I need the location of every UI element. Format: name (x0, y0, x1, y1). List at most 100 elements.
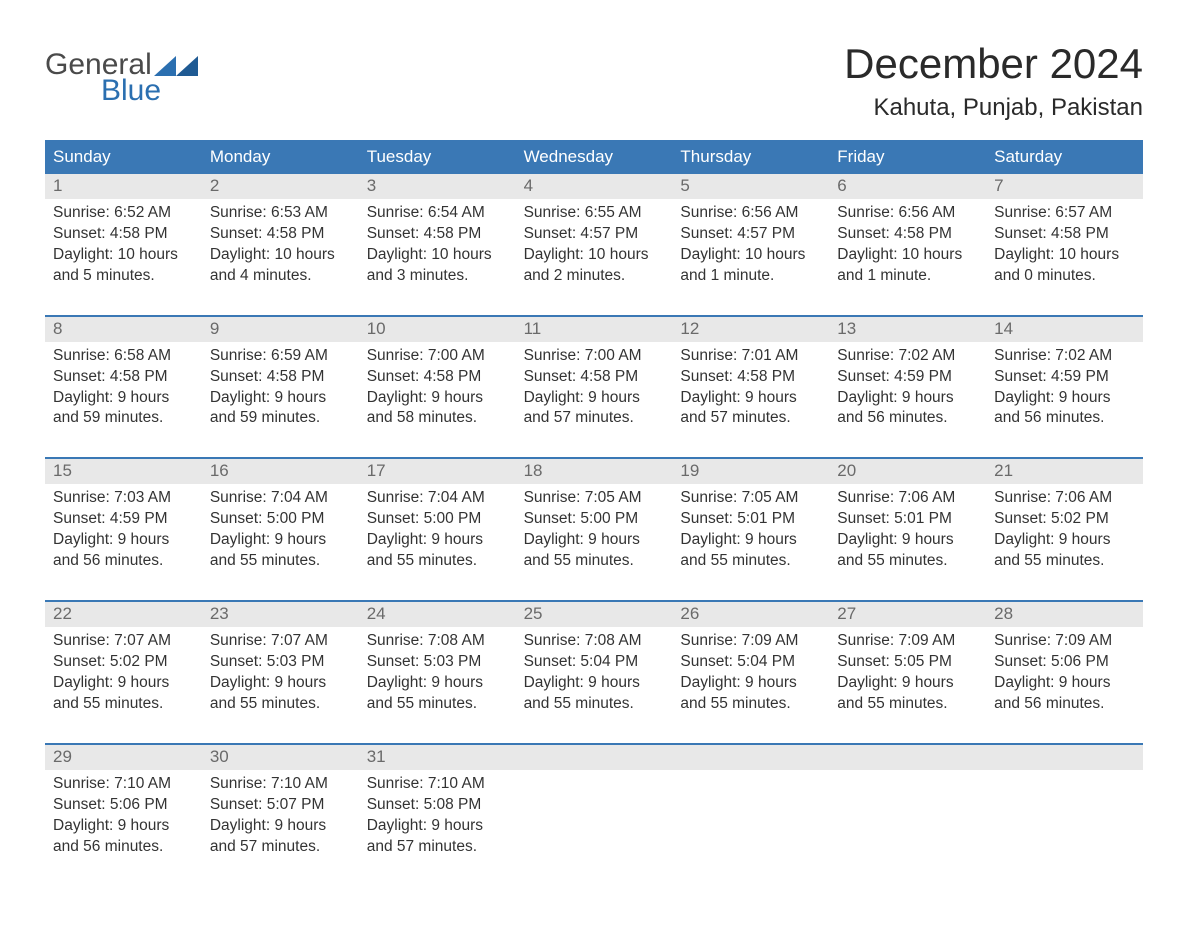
daylight-line-1: Daylight: 9 hours (210, 388, 351, 409)
sunset-line: Sunset: 4:58 PM (367, 367, 508, 388)
sunrise-line: Sunrise: 7:09 AM (994, 631, 1135, 652)
daylight-line-1: Daylight: 9 hours (210, 816, 351, 837)
day-number-row: 1234567 (45, 174, 1143, 199)
calendar-day-cell: Sunrise: 7:10 AMSunset: 5:06 PMDaylight:… (45, 770, 202, 886)
day-number: 26 (672, 602, 829, 627)
daylight-line-1: Daylight: 9 hours (524, 673, 665, 694)
sunrise-line: Sunrise: 7:02 AM (994, 346, 1135, 367)
day-number: 22 (45, 602, 202, 627)
daylight-line-2: and 0 minutes. (994, 266, 1135, 287)
day-number: 13 (829, 317, 986, 342)
day-number: 1 (45, 174, 202, 199)
weekday-header: Sunday (45, 140, 202, 174)
sunrise-line: Sunrise: 7:00 AM (524, 346, 665, 367)
calendar-week: 22232425262728Sunrise: 7:07 AMSunset: 5:… (45, 600, 1143, 743)
daylight-line-2: and 55 minutes. (53, 694, 194, 715)
daylight-line-2: and 56 minutes. (53, 551, 194, 572)
daylight-line-1: Daylight: 10 hours (524, 245, 665, 266)
calendar-day-cell: Sunrise: 7:08 AMSunset: 5:03 PMDaylight:… (359, 627, 516, 743)
day-number: 28 (986, 602, 1143, 627)
day-number: 19 (672, 459, 829, 484)
calendar-day-cell: Sunrise: 7:02 AMSunset: 4:59 PMDaylight:… (829, 342, 986, 458)
sunrise-line: Sunrise: 7:10 AM (53, 774, 194, 795)
daylight-line-1: Daylight: 10 hours (53, 245, 194, 266)
daylight-line-2: and 56 minutes. (994, 408, 1135, 429)
daylight-line-2: and 57 minutes. (524, 408, 665, 429)
daylight-line-2: and 1 minute. (680, 266, 821, 287)
weekday-header-row: SundayMondayTuesdayWednesdayThursdayFrid… (45, 140, 1143, 174)
daylight-line-2: and 55 minutes. (367, 551, 508, 572)
day-number: 29 (45, 745, 202, 770)
daylight-line-2: and 4 minutes. (210, 266, 351, 287)
sunset-line: Sunset: 5:03 PM (367, 652, 508, 673)
calendar-day-cell: Sunrise: 7:07 AMSunset: 5:02 PMDaylight:… (45, 627, 202, 743)
daylight-line-1: Daylight: 9 hours (367, 530, 508, 551)
sunset-line: Sunset: 4:58 PM (53, 224, 194, 245)
calendar-day-cell: Sunrise: 6:56 AMSunset: 4:58 PMDaylight:… (829, 199, 986, 315)
sunset-line: Sunset: 4:59 PM (994, 367, 1135, 388)
sunrise-line: Sunrise: 7:06 AM (994, 488, 1135, 509)
sunrise-line: Sunrise: 7:09 AM (680, 631, 821, 652)
daylight-line-2: and 59 minutes. (53, 408, 194, 429)
daylight-line-2: and 55 minutes. (680, 694, 821, 715)
calendar-day-cell: Sunrise: 7:00 AMSunset: 4:58 PMDaylight:… (516, 342, 673, 458)
calendar-day-cell: Sunrise: 7:05 AMSunset: 5:00 PMDaylight:… (516, 484, 673, 600)
day-number: 8 (45, 317, 202, 342)
day-number: 3 (359, 174, 516, 199)
daylight-line-2: and 55 minutes. (367, 694, 508, 715)
daylight-line-2: and 3 minutes. (367, 266, 508, 287)
calendar-day-cell: Sunrise: 6:57 AMSunset: 4:58 PMDaylight:… (986, 199, 1143, 315)
calendar: SundayMondayTuesdayWednesdayThursdayFrid… (45, 140, 1143, 885)
daylight-line-1: Daylight: 9 hours (210, 673, 351, 694)
daylight-line-1: Daylight: 9 hours (994, 673, 1135, 694)
sunrise-line: Sunrise: 7:01 AM (680, 346, 821, 367)
day-number (986, 745, 1143, 770)
daylight-line-2: and 55 minutes. (524, 551, 665, 572)
sunset-line: Sunset: 4:58 PM (367, 224, 508, 245)
day-number: 24 (359, 602, 516, 627)
daylight-line-2: and 56 minutes. (837, 408, 978, 429)
sunrise-line: Sunrise: 6:55 AM (524, 203, 665, 224)
daylight-line-1: Daylight: 9 hours (837, 673, 978, 694)
day-number: 7 (986, 174, 1143, 199)
calendar-day-cell (672, 770, 829, 886)
sunset-line: Sunset: 5:02 PM (53, 652, 194, 673)
sunset-line: Sunset: 4:58 PM (524, 367, 665, 388)
calendar-week: 293031Sunrise: 7:10 AMSunset: 5:06 PMDay… (45, 743, 1143, 886)
sunset-line: Sunset: 4:58 PM (210, 367, 351, 388)
calendar-day-cell: Sunrise: 7:03 AMSunset: 4:59 PMDaylight:… (45, 484, 202, 600)
day-number: 2 (202, 174, 359, 199)
day-number: 31 (359, 745, 516, 770)
day-number: 6 (829, 174, 986, 199)
weekday-header: Thursday (672, 140, 829, 174)
sunrise-line: Sunrise: 7:00 AM (367, 346, 508, 367)
sunrise-line: Sunrise: 7:02 AM (837, 346, 978, 367)
daylight-line-2: and 2 minutes. (524, 266, 665, 287)
logo-text-blue: Blue (101, 76, 198, 106)
sunrise-line: Sunrise: 7:05 AM (524, 488, 665, 509)
title-block: December 2024 Kahuta, Punjab, Pakistan (844, 40, 1143, 122)
sunrise-line: Sunrise: 7:08 AM (524, 631, 665, 652)
daylight-line-2: and 55 minutes. (837, 694, 978, 715)
calendar-day-cell: Sunrise: 7:00 AMSunset: 4:58 PMDaylight:… (359, 342, 516, 458)
sunset-line: Sunset: 5:03 PM (210, 652, 351, 673)
calendar-day-cell: Sunrise: 7:06 AMSunset: 5:02 PMDaylight:… (986, 484, 1143, 600)
sunrise-line: Sunrise: 6:53 AM (210, 203, 351, 224)
sunset-line: Sunset: 5:01 PM (837, 509, 978, 530)
daylight-line-2: and 5 minutes. (53, 266, 194, 287)
weekday-header: Monday (202, 140, 359, 174)
sunset-line: Sunset: 5:06 PM (53, 795, 194, 816)
day-number: 4 (516, 174, 673, 199)
sunset-line: Sunset: 5:06 PM (994, 652, 1135, 673)
sunrise-line: Sunrise: 7:09 AM (837, 631, 978, 652)
day-number: 27 (829, 602, 986, 627)
day-number: 10 (359, 317, 516, 342)
calendar-day-cell: Sunrise: 7:04 AMSunset: 5:00 PMDaylight:… (202, 484, 359, 600)
daylight-line-1: Daylight: 9 hours (524, 530, 665, 551)
sunset-line: Sunset: 4:58 PM (210, 224, 351, 245)
daylight-line-2: and 55 minutes. (524, 694, 665, 715)
sunrise-line: Sunrise: 7:10 AM (210, 774, 351, 795)
daylight-line-2: and 55 minutes. (210, 551, 351, 572)
daylight-line-1: Daylight: 9 hours (367, 388, 508, 409)
sunset-line: Sunset: 5:00 PM (210, 509, 351, 530)
